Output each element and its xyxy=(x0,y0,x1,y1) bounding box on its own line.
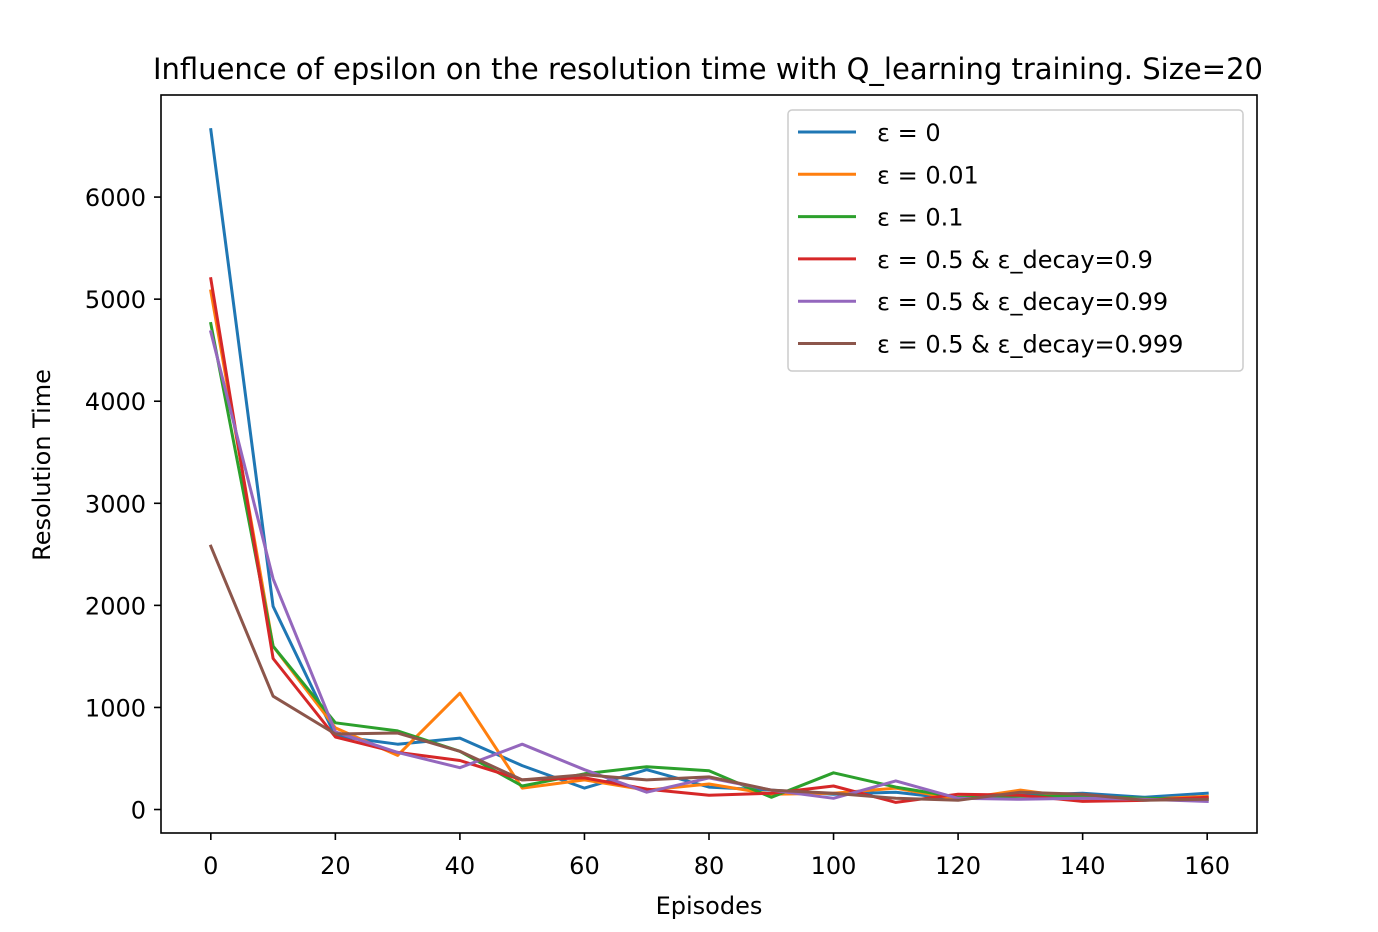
y-axis-label: Resolution Time xyxy=(28,369,56,561)
y-tick-label: 0 xyxy=(131,797,146,825)
x-axis: 0 20 40 60 80 100 120 140 160 xyxy=(203,833,1230,880)
series-line-3 xyxy=(209,276,1209,804)
series-line-5 xyxy=(208,544,1209,802)
legend-entry-0: ε = 0 xyxy=(877,119,941,147)
legend: ε = 0 ε = 0.01 ε = 0.1 ε = 0.5 & ε_decay=0.… xyxy=(787,109,1244,372)
y-axis: 0 1000 2000 3000 4000 5000 6000 xyxy=(85,184,161,825)
y-tick-label: 6000 xyxy=(85,184,146,212)
legend-box xyxy=(787,109,1244,372)
x-tick-label: 60 xyxy=(569,852,600,880)
x-tick-label: 20 xyxy=(320,852,351,880)
series-line-0 xyxy=(209,128,1209,801)
legend-entry-4: ε = 0.5 & ε_decay=0.99 xyxy=(877,288,1168,316)
x-tick-label: 100 xyxy=(811,852,857,880)
legend-entry-5: ε = 0.5 & ε_decay=0.999 xyxy=(877,331,1183,359)
legend-entry-3: ε = 0.5 & ε_decay=0.9 xyxy=(877,246,1153,274)
y-tick-label: 1000 xyxy=(85,694,146,722)
chart-title: Influence of epsilon on the resolution t… xyxy=(153,52,1263,86)
x-tick-label: 120 xyxy=(935,852,981,880)
x-tick-label: 40 xyxy=(445,852,476,880)
legend-entry-1: ε = 0.01 xyxy=(877,161,979,189)
y-tick-label: 5000 xyxy=(85,286,146,314)
x-tick-label: 80 xyxy=(694,852,725,880)
x-tick-label: 160 xyxy=(1184,852,1230,880)
y-tick-label: 2000 xyxy=(85,592,146,620)
x-tick-label: 0 xyxy=(203,852,218,880)
y-tick-label: 3000 xyxy=(85,490,146,518)
legend-entry-2: ε = 0.1 xyxy=(877,204,964,232)
series-layer xyxy=(208,128,1209,804)
x-tick-label: 140 xyxy=(1060,852,1106,880)
y-tick-label: 4000 xyxy=(85,388,146,416)
x-axis-label: Episodes xyxy=(656,892,763,920)
